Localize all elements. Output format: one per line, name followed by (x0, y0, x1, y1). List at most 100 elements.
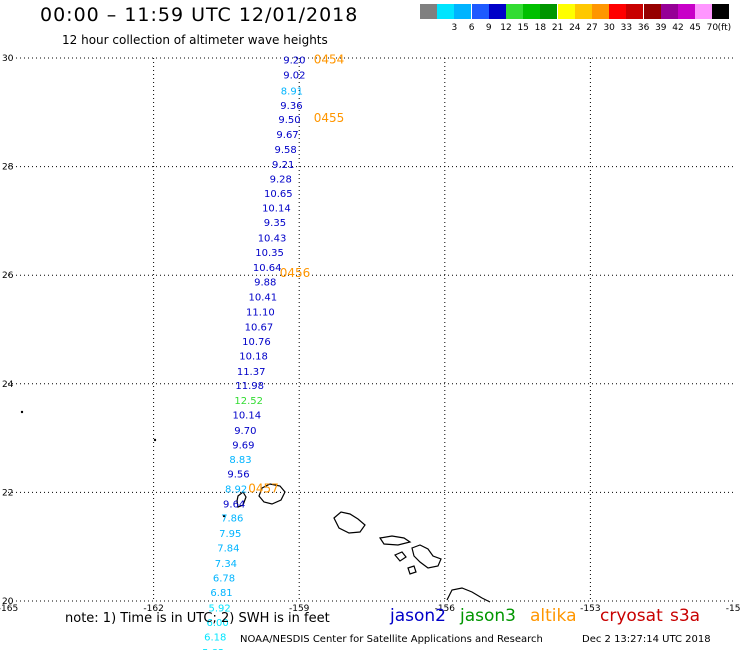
colorbar-swatch (471, 4, 489, 19)
colorbar-swatch (420, 4, 437, 19)
swh-value: 6.18 (204, 633, 226, 644)
swh-value: 9.21 (272, 160, 294, 171)
colorbar-swatch (574, 4, 592, 19)
island-kahoolawe (407, 565, 417, 575)
lon-tick-label: -159 (289, 604, 310, 614)
swh-value: 8.83 (229, 455, 251, 466)
lat-tick-label: 24 (2, 380, 14, 390)
colorbar-label: 6 (468, 23, 475, 33)
colorbar-swatch (626, 4, 644, 19)
colorbar-swatch (712, 4, 730, 19)
lat-tick-label: 30 (2, 54, 14, 64)
lat-tick-label: 20 (2, 597, 14, 607)
pass-time-label: 0456 (280, 266, 311, 280)
swh-value: 10.76 (242, 337, 271, 348)
satellite-jason2: jason2 (390, 606, 446, 626)
colorbar-swatch (592, 4, 609, 19)
colorbar-swatch (506, 4, 523, 19)
colorbar-unit: (ft) (717, 23, 732, 33)
swh-value: 9.67 (276, 130, 298, 141)
swh-value: 8.92 (225, 484, 247, 495)
colorbar-label: 27 (586, 23, 598, 33)
islet-necker (153, 438, 157, 442)
island-maui (411, 544, 442, 569)
swh-value: 10.64 (253, 263, 282, 274)
swh-value: 9.35 (264, 218, 286, 229)
island-niihau (236, 491, 247, 508)
colorbar-label: 24 (569, 23, 581, 33)
swh-value: 9.64 (223, 500, 245, 511)
colorbar-swatch (678, 4, 695, 19)
swh-value: 6.00 (207, 618, 229, 629)
swh-value: 9.36 (280, 101, 302, 112)
swh-value: 12.52 (234, 396, 263, 407)
lon-tick-label: -150 (726, 604, 740, 614)
swh-value: 10.14 (262, 204, 291, 215)
colorbar-label: 9 (485, 23, 492, 33)
swh-value: 10.67 (245, 323, 274, 334)
islet-nihoa (20, 410, 24, 414)
island-oahu (333, 511, 366, 534)
swh-value: 5.82 (202, 648, 224, 650)
swh-value: 7.84 (217, 544, 239, 555)
swh-value: 9.88 (254, 278, 276, 289)
pass-time-labels: 0454 0455 0456 0457 (248, 52, 344, 495)
swh-value: 11.10 (246, 307, 275, 318)
lon-tick-label: -162 (143, 604, 163, 614)
colorbar-label: 12 (500, 23, 512, 33)
grid-lines (8, 57, 736, 602)
lon-tick-label: -165 (0, 604, 18, 614)
colorbar-label: 15 (517, 23, 529, 33)
colorbar-swatch (437, 4, 455, 19)
colorbar-label: 42 (672, 23, 684, 33)
colorbar-swatch (540, 4, 558, 19)
colorbar-swatch (643, 4, 661, 19)
satellite-cryosat: cryosat (600, 606, 663, 626)
credit-line: NOAA/NESDIS Center for Satellite Applica… (240, 634, 543, 645)
swh-value: 7.86 (221, 514, 243, 525)
colorbar-label: 36 (637, 23, 650, 33)
colorbar-label: 45 (689, 23, 701, 33)
lat-tick-label: 28 (2, 163, 14, 173)
pass-time-label: 0457 (248, 481, 279, 495)
generation-timestamp: Dec 2 13:27:14 UTC 2018 (582, 634, 711, 645)
units-note: note: 1) Time is in UTC; 2) SWH is in fe… (65, 611, 330, 626)
swh-value: 10.41 (248, 293, 277, 304)
lon-tick-label: -153 (580, 604, 600, 614)
map-title: 00:00 – 11:59 UTC 12/01/2018 (40, 4, 359, 26)
pass-time-label: 0455 (314, 111, 345, 125)
hawaiian-islands (20, 410, 491, 603)
island-hawaii (446, 587, 491, 603)
colorbar-label: 33 (620, 23, 633, 33)
colorbar-label: 30 (603, 23, 615, 33)
swh-value: 9.69 (232, 440, 254, 451)
swh-value: 9.50 (278, 115, 300, 126)
lat-tick-label: 26 (2, 271, 14, 281)
satellite-altika: altika (530, 606, 577, 626)
swh-value: 9.58 (274, 145, 296, 156)
swh-value: 7.34 (215, 559, 237, 570)
axis-tick-labels: -165 -162 -159 -156 -153 -150 20 22 24 26 28 30 (0, 54, 740, 614)
colorbar-swatch (523, 4, 541, 19)
satellite-s3a: s3a (670, 606, 701, 626)
satellite-jason3: jason3 (460, 606, 516, 626)
colorbar-label: 70 (706, 23, 719, 33)
colorbar-swatch (557, 4, 575, 19)
colorbar-label: 18 (534, 23, 547, 33)
swh-observations: 9.20 9.02 8.91 9.36 9.50 9.67 9.58 9.21 9.28 10.6… (202, 55, 305, 650)
islet-kaula (222, 514, 226, 518)
colorbar-swatch (609, 4, 627, 19)
map-subtitle: 12 hour collection of altimeter wave hei… (62, 33, 328, 47)
lat-tick-label: 22 (2, 488, 13, 498)
swh-value: 7.95 (219, 529, 241, 540)
colorbar-swatch (488, 4, 506, 19)
swh-value: 5.92 (208, 603, 230, 614)
swh-value: 10.65 (264, 189, 293, 200)
swh-value: 10.43 (258, 234, 287, 245)
swh-value: 11.98 (235, 381, 264, 392)
swh-value: 11.37 (237, 367, 266, 378)
island-molokai (378, 535, 412, 546)
swh-value: 6.78 (213, 573, 235, 584)
lon-tick-label: -156 (435, 604, 456, 614)
